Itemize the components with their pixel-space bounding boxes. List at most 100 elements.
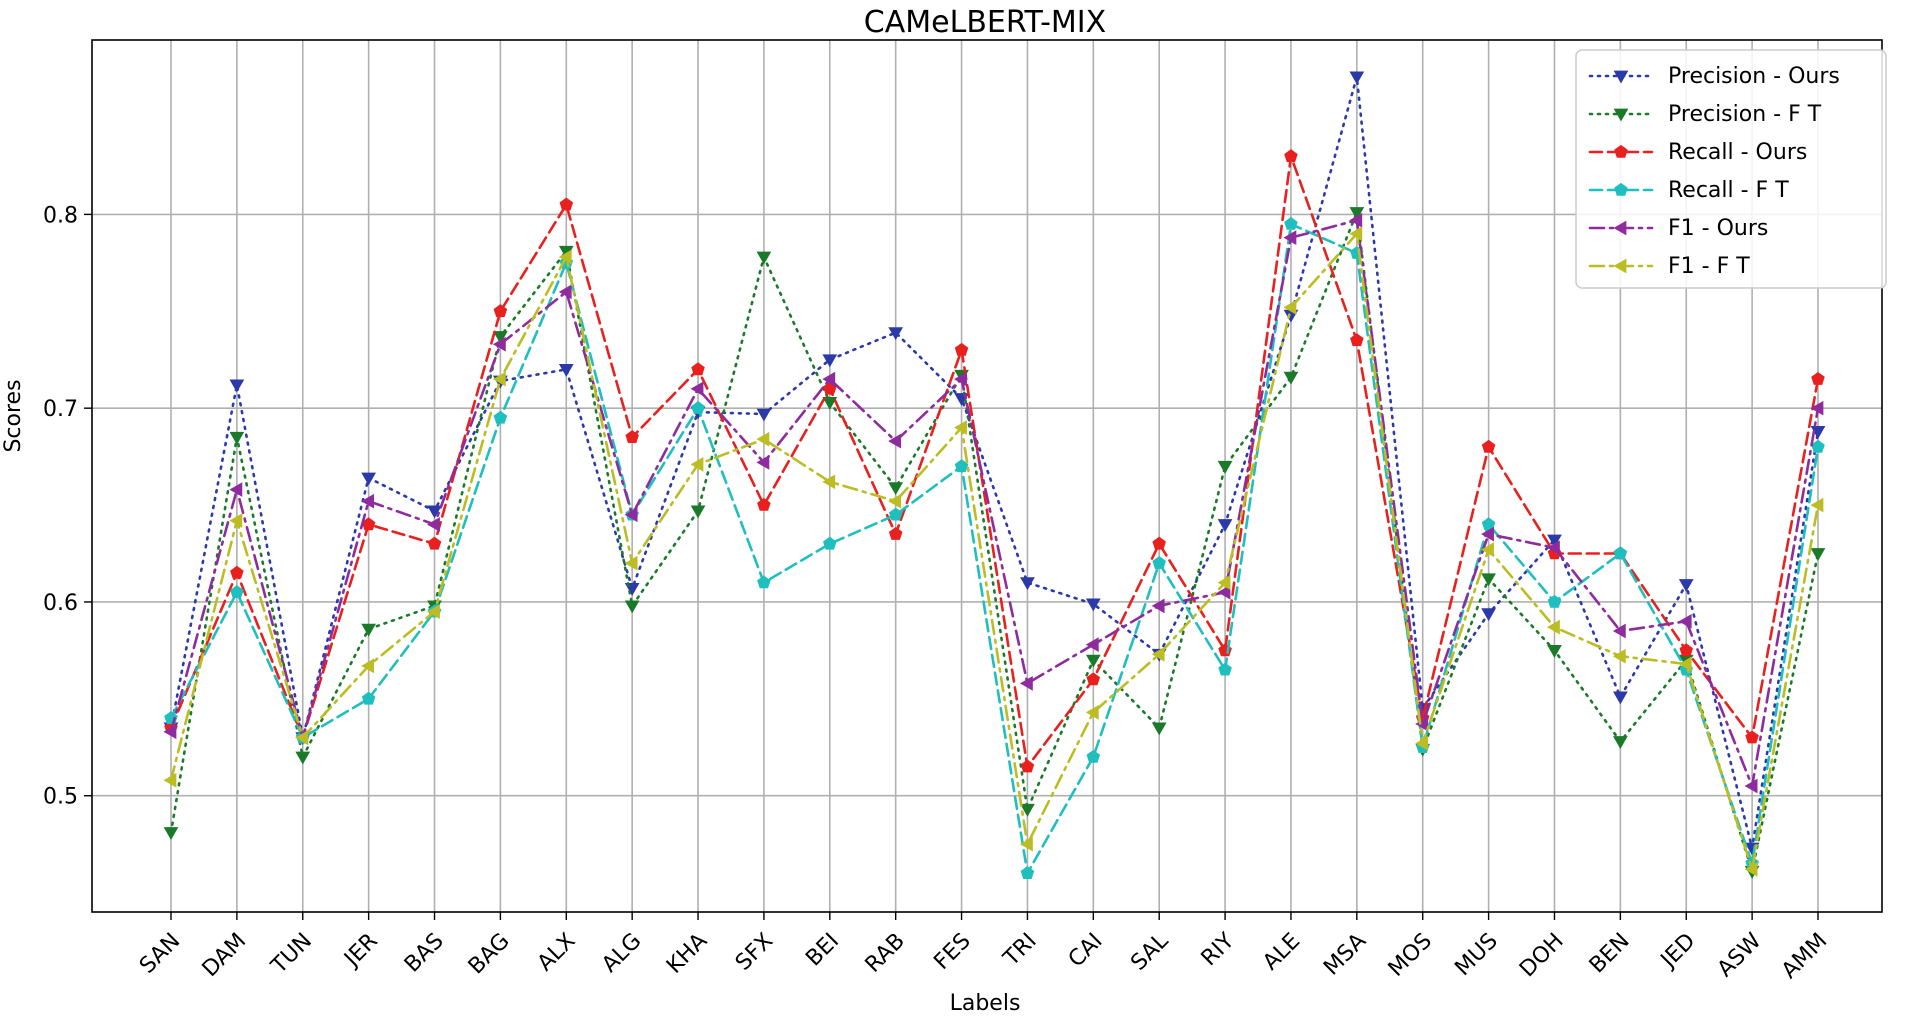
data-point [822, 396, 838, 410]
series-line [169, 155, 1820, 769]
data-point [1217, 519, 1233, 532]
series-line [169, 211, 1820, 873]
data-point [756, 408, 772, 422]
data-point [1612, 736, 1628, 749]
data-point [1350, 333, 1364, 347]
chart-title: CAMeLBERT-MIX [864, 5, 1106, 40]
data-point [558, 284, 572, 300]
data-point [1547, 594, 1562, 608]
data-point [558, 364, 574, 377]
data-point [559, 197, 574, 211]
x-axis-label: Labels [950, 991, 1021, 1016]
data-point [954, 342, 969, 356]
data-point [427, 505, 442, 519]
data-point [1546, 619, 1560, 635]
data-point [1678, 579, 1694, 593]
data-point [690, 457, 704, 472]
data-point [822, 371, 836, 387]
legend-marker [1613, 70, 1629, 84]
data-point [1612, 623, 1626, 639]
legend-label: F1 - F T [1668, 254, 1750, 279]
data-point [1019, 836, 1033, 852]
data-point [1810, 400, 1824, 416]
data-point [1744, 862, 1758, 877]
legend-marker [1613, 258, 1627, 274]
data-point [1481, 542, 1494, 557]
data-point [493, 410, 508, 424]
data-point [295, 730, 309, 745]
data-point [1020, 866, 1035, 879]
series-group [163, 226, 1824, 877]
series-line [169, 232, 1820, 871]
data-point [1283, 371, 1299, 385]
data-point [1745, 730, 1759, 744]
data-point [361, 658, 375, 674]
data-point [1679, 643, 1693, 657]
data-point [888, 507, 903, 521]
data-point [1151, 598, 1165, 614]
data-point [1284, 149, 1298, 162]
series-group [163, 71, 1826, 856]
legend-label: Recall - F T [1668, 178, 1789, 203]
data-point [1744, 778, 1758, 794]
legend-marker [1613, 220, 1627, 236]
data-point [163, 772, 177, 788]
data-point [1612, 648, 1626, 664]
data-point [558, 249, 572, 265]
data-point [756, 431, 770, 447]
data-point [1547, 534, 1562, 548]
data-point [1085, 654, 1101, 668]
data-point [229, 379, 245, 393]
data-point [427, 536, 442, 550]
data-point [1546, 540, 1560, 556]
data-point [492, 371, 506, 387]
data-point [954, 420, 967, 435]
data-point [1349, 212, 1363, 228]
data-point [230, 585, 244, 598]
data-point [1085, 705, 1099, 720]
y-tick-label: 0.5 [43, 785, 78, 810]
data-point [492, 336, 506, 352]
data-point [1349, 71, 1365, 85]
y-tick-label: 0.7 [43, 397, 78, 422]
data-point [361, 472, 377, 486]
data-point [624, 507, 638, 523]
data-point [1020, 577, 1035, 591]
data-point [954, 371, 967, 387]
plot-frame [91, 39, 1883, 913]
data-point [1151, 646, 1165, 662]
data-point [822, 474, 836, 490]
legend-marker [1614, 144, 1628, 158]
data-point [888, 327, 904, 341]
data-point [1481, 526, 1494, 542]
data-point [361, 493, 375, 509]
data-point [229, 431, 245, 445]
data-point [1020, 803, 1035, 817]
data-point [757, 575, 771, 589]
data-point [1481, 608, 1496, 622]
data-point [1349, 207, 1365, 220]
data-point [229, 482, 243, 497]
legend-label: F1 - Ours [1668, 216, 1768, 241]
data-point [1217, 460, 1233, 474]
data-point [1152, 536, 1166, 550]
data-point [624, 600, 640, 614]
series-line [169, 218, 1820, 788]
data-point [1810, 548, 1826, 562]
data-point [427, 604, 440, 620]
data-point [1086, 749, 1101, 763]
data-point [888, 493, 902, 509]
series-line [169, 222, 1820, 875]
data-point [1481, 573, 1496, 587]
data-point [163, 724, 177, 740]
data-point [1085, 637, 1099, 652]
data-point [888, 526, 903, 540]
series-line [169, 75, 1820, 850]
data-point [888, 433, 902, 449]
data-point [1151, 722, 1167, 736]
data-point [691, 362, 705, 376]
data-point [1415, 716, 1429, 732]
data-point [757, 497, 771, 511]
data-point [229, 513, 243, 528]
